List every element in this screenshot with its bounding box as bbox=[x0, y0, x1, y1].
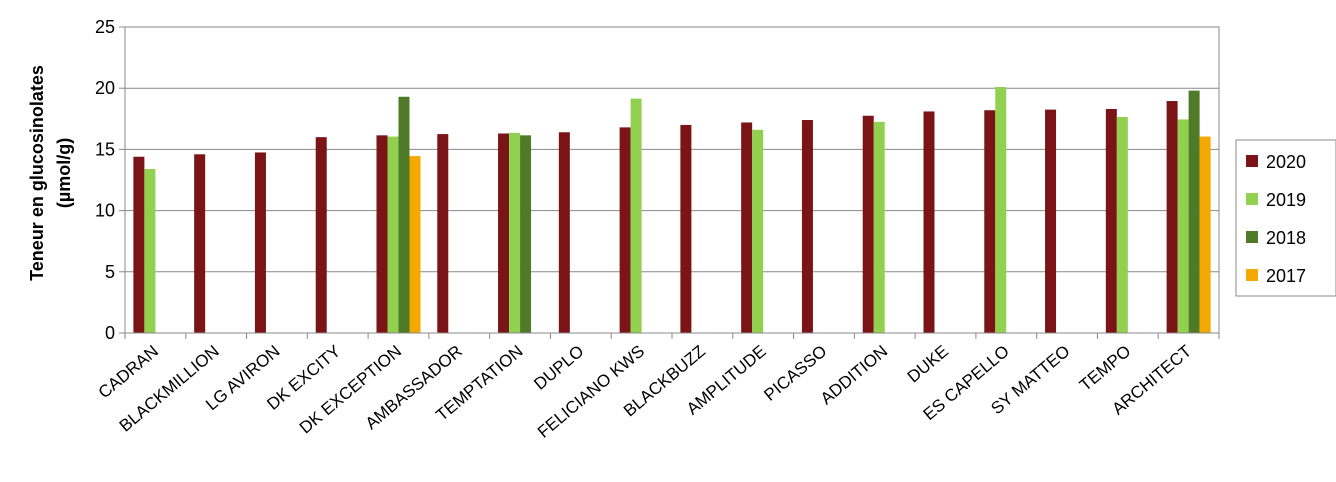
legend-label-2019: 2019 bbox=[1266, 190, 1306, 210]
bar-2020-11 bbox=[801, 120, 813, 333]
bar-2020-1 bbox=[194, 154, 206, 333]
category-label: FELICIANO KWS bbox=[534, 342, 648, 442]
legend-swatch-2020 bbox=[1246, 155, 1258, 167]
bars bbox=[133, 86, 1211, 334]
y-tick-label: 25 bbox=[95, 17, 115, 37]
y-axis-title-line-1: Teneur en glucosinolates bbox=[27, 65, 47, 281]
legend-swatch-2018 bbox=[1246, 231, 1258, 243]
bar-2019-17 bbox=[1177, 119, 1189, 333]
bar-2020-10 bbox=[741, 122, 753, 333]
bar-2019-16 bbox=[1116, 116, 1128, 334]
bar-2020-16 bbox=[1105, 109, 1117, 334]
y-tick-label: 5 bbox=[105, 262, 115, 282]
bar-2018-4 bbox=[398, 96, 410, 333]
bar-2017-17 bbox=[1199, 136, 1211, 333]
category-label: DK EXCEPTION bbox=[296, 342, 405, 438]
bar-2019-0 bbox=[144, 168, 156, 333]
bar-2019-8 bbox=[630, 98, 642, 333]
y-tick-label: 0 bbox=[105, 323, 115, 343]
category-label: TEMPO bbox=[1076, 342, 1135, 395]
bar-2020-14 bbox=[984, 110, 996, 334]
bar-2019-6 bbox=[509, 132, 521, 333]
bar-2018-6 bbox=[520, 135, 532, 333]
bar-2017-4 bbox=[409, 156, 421, 333]
bar-2019-14 bbox=[995, 86, 1007, 333]
bar-2019-10 bbox=[752, 129, 764, 333]
legend: 2020 2019 2018 2017 bbox=[1235, 139, 1336, 297]
bar-2020-8 bbox=[619, 127, 631, 333]
bar-2020-2 bbox=[254, 152, 266, 333]
bar-2018-17 bbox=[1188, 90, 1200, 333]
category-label: ADDITION bbox=[817, 342, 891, 409]
bar-2019-4 bbox=[387, 136, 399, 333]
y-tick-label: 15 bbox=[95, 139, 115, 159]
legend-label-2020: 2020 bbox=[1266, 152, 1306, 172]
legend-swatch-2017 bbox=[1246, 269, 1258, 281]
y-tick-label: 20 bbox=[95, 78, 115, 98]
legend-swatch-2019 bbox=[1246, 193, 1258, 205]
category-label: DUPLO bbox=[530, 342, 587, 394]
bar-2020-12 bbox=[862, 115, 874, 334]
bar-2020-6 bbox=[498, 133, 510, 333]
legend-label-2017: 2017 bbox=[1266, 266, 1306, 286]
bar-2020-7 bbox=[558, 132, 570, 333]
bar-2020-0 bbox=[133, 156, 145, 333]
bar-2020-13 bbox=[923, 111, 935, 334]
legend-label-2018: 2018 bbox=[1266, 228, 1306, 248]
bar-2019-12 bbox=[873, 121, 885, 333]
bar-2020-17 bbox=[1166, 101, 1178, 333]
y-axis-ticks: 0 5 10 15 20 25 bbox=[95, 17, 125, 343]
y-axis-title-line-2: (µmol/g) bbox=[54, 138, 74, 208]
bar-2020-5 bbox=[437, 134, 449, 333]
category-label: DUKE bbox=[904, 342, 952, 387]
bar-2020-15 bbox=[1045, 109, 1057, 334]
gridlines bbox=[125, 87, 1219, 273]
bar-2020-3 bbox=[315, 137, 327, 333]
bar-2020-4 bbox=[376, 135, 388, 333]
y-tick-label: 10 bbox=[95, 201, 115, 221]
bar-2020-9 bbox=[680, 124, 692, 333]
